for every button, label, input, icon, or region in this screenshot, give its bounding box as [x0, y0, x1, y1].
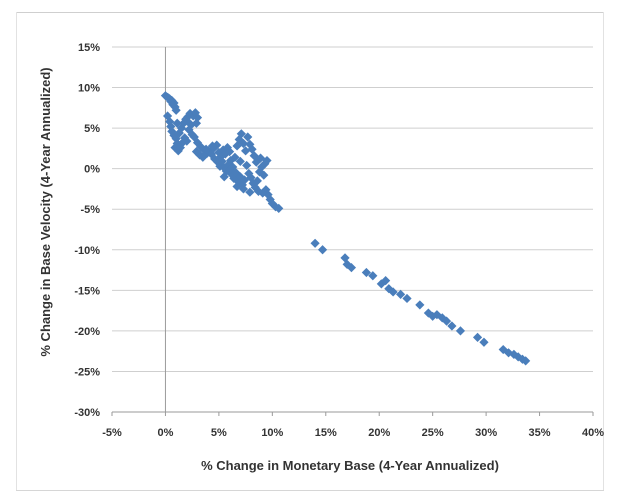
data-point	[257, 162, 267, 172]
data-point	[191, 118, 202, 128]
data-point	[428, 311, 438, 321]
data-point	[262, 155, 272, 166]
data-point	[224, 165, 235, 175]
y-tick-label: -20%	[74, 326, 100, 338]
x-tick-label: 40%	[582, 427, 604, 439]
data-point	[188, 111, 198, 121]
data-point	[165, 117, 175, 127]
data-point	[437, 313, 447, 323]
data-point	[250, 182, 260, 192]
bottom-border	[16, 490, 604, 491]
axes	[111, 47, 594, 416]
data-point	[317, 245, 328, 255]
x-tick-label: 35%	[529, 427, 551, 439]
frame-left-edge	[16, 12, 17, 490]
data-point	[253, 186, 264, 196]
data-point	[503, 348, 514, 358]
data-point	[346, 263, 357, 273]
data-point	[238, 138, 249, 149]
x-tick-label: -5%	[102, 427, 122, 439]
x-tick-label: 30%	[475, 427, 497, 439]
y-tick-label: -10%	[74, 245, 100, 257]
data-point	[224, 147, 235, 157]
data-point	[252, 176, 262, 186]
data-point	[441, 316, 452, 326]
data-point	[179, 118, 189, 128]
x-axis-title: % Change in Monetary Base (4-Year Annual…	[201, 458, 499, 473]
x-tick-label: 20%	[368, 427, 390, 439]
data-point	[376, 279, 386, 289]
x-tick-labels: -5% 0% 5% 10% 15% 20% 25% 30% 35% 40%	[102, 427, 604, 439]
data-point	[243, 132, 253, 142]
data-point	[238, 184, 249, 194]
data-point	[521, 356, 531, 366]
data-point	[498, 344, 508, 355]
data-point	[361, 267, 371, 278]
data-point	[415, 300, 425, 310]
data-point	[402, 293, 412, 304]
data-point	[172, 118, 182, 128]
data-point	[259, 170, 269, 180]
data-point	[310, 238, 320, 248]
data-point	[455, 326, 466, 336]
data-point	[509, 349, 519, 360]
data-point	[388, 287, 398, 297]
data-point	[198, 152, 208, 162]
y-axis-title: % Change in Base Velocity (4-Year Annual…	[38, 67, 53, 356]
data-point	[472, 332, 483, 342]
y-tick-labels: -30% -25% -20% -15% -10% -5% 0% 5% 10% 15%	[74, 42, 100, 419]
data-point	[381, 276, 391, 286]
x-tick-label: 0%	[157, 427, 173, 439]
data-point	[432, 310, 442, 320]
data-point	[447, 321, 457, 331]
data-point	[241, 146, 251, 156]
data-point	[513, 352, 523, 362]
y-tick-label: -5%	[80, 204, 100, 216]
data-point	[274, 203, 284, 214]
data-point	[270, 202, 281, 212]
data-points	[160, 91, 531, 366]
data-point	[245, 187, 255, 197]
data-point	[396, 289, 406, 299]
x-tick-label: 25%	[422, 427, 444, 439]
data-point	[173, 146, 183, 156]
data-point	[254, 167, 265, 177]
y-tick-label: -25%	[74, 366, 100, 378]
data-point	[242, 160, 252, 171]
data-point	[249, 151, 259, 161]
y-tick-label: 15%	[78, 42, 100, 54]
data-point	[219, 172, 229, 182]
top-border	[16, 12, 604, 13]
data-point	[182, 136, 192, 146]
data-point	[182, 116, 192, 126]
y-tick-label: -30%	[74, 407, 100, 419]
y-tick-label: -15%	[74, 285, 100, 297]
data-point	[258, 188, 268, 198]
frame-right-edge	[603, 12, 604, 490]
data-point	[479, 337, 489, 347]
y-tick-label: 5%	[84, 123, 100, 135]
data-point	[517, 354, 528, 364]
data-point	[171, 105, 181, 115]
data-point	[342, 259, 352, 269]
y-tick-label: 10%	[78, 83, 100, 95]
x-tick-label: 5%	[211, 427, 227, 439]
data-point	[236, 129, 246, 139]
data-point	[263, 190, 273, 200]
data-point	[235, 156, 245, 166]
data-point	[368, 271, 378, 281]
data-point	[207, 141, 218, 151]
data-point	[230, 152, 240, 162]
x-tick-label: 15%	[315, 427, 337, 439]
data-point	[340, 253, 350, 263]
data-point	[201, 144, 211, 154]
data-point	[192, 112, 203, 123]
data-point	[260, 159, 270, 169]
y-tick-label: 0%	[84, 164, 100, 176]
data-point	[251, 157, 261, 167]
x-tick-label: 10%	[261, 427, 283, 439]
